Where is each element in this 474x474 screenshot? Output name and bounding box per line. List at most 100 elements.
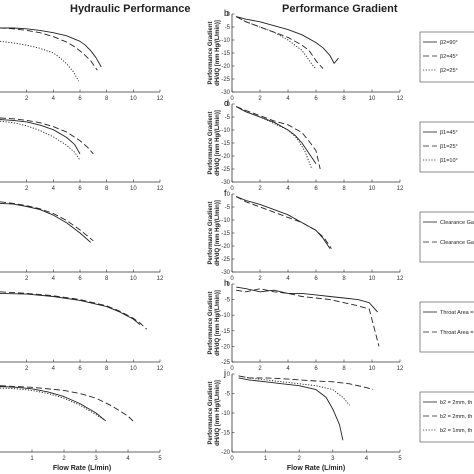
x-tick-label: 0: [230, 366, 234, 372]
x-axis-label: Flow Rate (L/min): [53, 465, 111, 472]
y-tick-label: -15: [221, 231, 230, 237]
series-line-1: [236, 16, 339, 64]
x-tick-label: 10: [369, 366, 376, 372]
legend-box: [419, 391, 474, 443]
series-line-1: [0, 119, 81, 155]
x-tick-label: 8: [105, 366, 109, 372]
x-tick-label: 12: [157, 186, 164, 192]
x-tick-label: 10: [130, 186, 137, 192]
x-tick-label: 0: [230, 276, 234, 282]
x-tick-label: 3: [331, 456, 335, 462]
x-tick-label: 4: [286, 276, 290, 282]
chart-panel-c: 2 4 6 8 10 12: [0, 117, 164, 192]
series-line-1: [0, 292, 141, 325]
x-tick-label: 6: [78, 366, 82, 372]
x-tick-label: 10: [369, 276, 376, 282]
legend-box: [419, 31, 474, 83]
chart-panel-i: 1 2 3 4 5 Flow Rate (L/min): [0, 385, 162, 472]
y-tick-label: -20: [221, 244, 230, 250]
x-tick-label: 4: [286, 186, 290, 192]
legend-entry: β1=10°: [440, 158, 458, 164]
x-tick-label: 3: [94, 456, 98, 462]
x-tick-label: 10: [130, 276, 137, 282]
y-tick-label: -20: [221, 344, 230, 350]
x-tick-label: 4: [286, 96, 290, 102]
x-tick-label: 2: [258, 96, 262, 102]
legend-entry: β1=25°: [440, 144, 458, 150]
y-tick-label: -5: [225, 205, 231, 211]
x-tick-label: 6: [314, 186, 318, 192]
panel-letter: d: [224, 98, 229, 108]
x-tick-label: 6: [78, 96, 82, 102]
x-tick-label: 12: [397, 366, 404, 372]
panel-letter: b: [224, 8, 229, 18]
x-tick-label: 4: [286, 366, 290, 372]
series-line-3: [235, 16, 317, 69]
x-tick-label: 12: [157, 96, 164, 102]
y-tick-label: -25: [221, 257, 230, 263]
series-line-2: [0, 117, 94, 155]
legend-entry: β2=45°: [440, 54, 458, 60]
series-line-2: [238, 375, 374, 391]
series-line-1: [238, 377, 344, 441]
x-tick-label: 2: [258, 276, 262, 282]
x-tick-label: 8: [342, 96, 346, 102]
x-tick-label: 6: [314, 96, 318, 102]
y-axis-label: Performance GradientdH/dQ [mm Hg/(L/min)…: [208, 380, 221, 446]
x-tick-label: 6: [78, 186, 82, 192]
series-line-2: [0, 201, 94, 242]
legend-entry: Clearance Ga: [440, 220, 474, 226]
series-line-3: [238, 375, 350, 406]
series-line-1: [236, 286, 378, 313]
y-tick-label: -10: [221, 313, 230, 319]
series-line-3: [0, 120, 81, 161]
legend-entry: b2 = 2mm, th: [440, 414, 472, 420]
x-tick-label: 6: [314, 276, 318, 282]
y-tick-label: -15: [221, 141, 230, 147]
x-tick-label: 10: [369, 186, 376, 192]
x-tick-label: 2: [25, 96, 29, 102]
x-tick-label: 2: [258, 186, 262, 192]
y-tick-label: -30: [221, 180, 230, 186]
x-tick-label: 8: [105, 96, 109, 102]
x-tick-label: 0: [230, 186, 234, 192]
series-line-2: [0, 27, 98, 71]
legend-box: [419, 301, 474, 353]
x-tick-label: 5: [398, 456, 402, 462]
x-tick-label: 1: [264, 456, 268, 462]
y-tick-label: -20: [221, 64, 230, 70]
x-tick-label: 8: [105, 186, 109, 192]
y-tick-label: 0: [227, 12, 231, 18]
x-tick-label: 0: [230, 456, 234, 462]
legend-entry: β2=90°: [440, 40, 458, 46]
x-tick-label: 8: [105, 276, 109, 282]
x-axis-label: Flow Rate (L/min): [287, 465, 345, 472]
x-tick-label: 6: [78, 276, 82, 282]
x-tick-label: 4: [52, 186, 56, 192]
y-tick-label: -15: [221, 431, 230, 437]
legend-entry: β1=45°: [440, 130, 458, 136]
y-tick-label: -15: [221, 329, 230, 335]
legend-box: [419, 211, 474, 263]
x-tick-label: 6: [314, 366, 318, 372]
panel-letter: h: [224, 278, 229, 288]
series-line-3: [235, 106, 313, 170]
y-tick-label: -10: [221, 218, 230, 224]
y-tick-label: -30: [221, 90, 230, 96]
x-tick-label: 8: [342, 186, 346, 192]
series-line-1: [236, 196, 331, 249]
series-line-2: [0, 385, 135, 423]
legend-entry: Clearance Ga: [440, 240, 474, 246]
y-tick-label: -5: [225, 115, 231, 121]
chart-panel-e: 2 4 6 8 10 12: [0, 201, 164, 282]
y-tick-label: -5: [225, 25, 231, 31]
y-tick-label: 0: [227, 102, 231, 108]
y-tick-label: -5: [225, 392, 231, 398]
x-tick-label: 4: [365, 456, 369, 462]
y-tick-label: 0: [227, 282, 231, 288]
y-axis-label: Performance GradientdH/dQ [mm Hg/(L/min)…: [208, 290, 221, 356]
